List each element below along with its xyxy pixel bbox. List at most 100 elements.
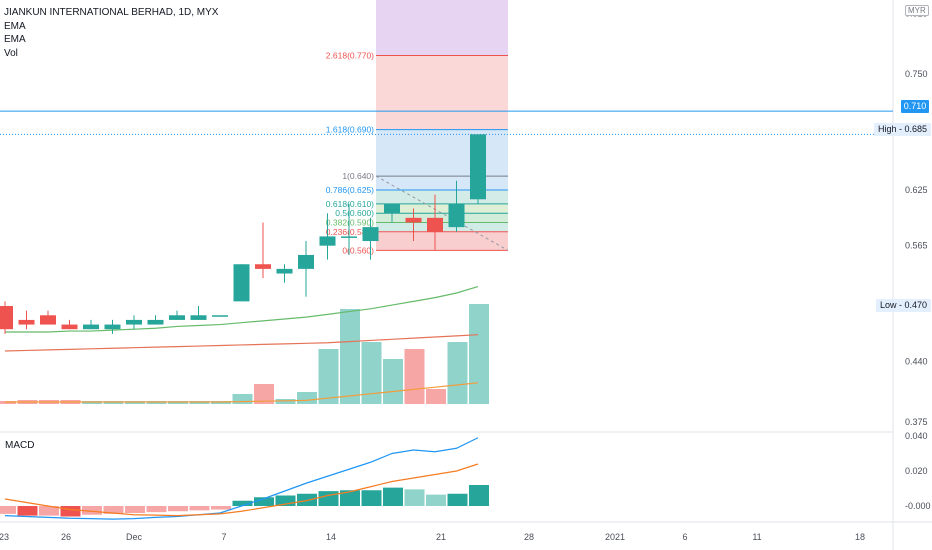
indicator-ema-1[interactable]: EMA: [4, 20, 26, 32]
candle-body: [233, 264, 250, 302]
time-axis-tick: 23: [0, 532, 9, 542]
fib-level-label: 0.5(0.600): [335, 208, 374, 218]
macd-histogram-bar: [297, 493, 317, 506]
volume-bar: [447, 342, 468, 404]
symbol-title[interactable]: JIANKUN INTERNATIONAL BERHAD, 1D, MYX: [4, 7, 219, 18]
price-axis-tick: 0.375: [905, 417, 928, 427]
high-price-tag: High - 0.685: [874, 123, 932, 136]
macd-histogram-bar: [426, 494, 446, 506]
volume-ema-orange-line: [5, 382, 479, 403]
indicator-ema-2[interactable]: EMA: [4, 34, 26, 45]
candle-body: [147, 319, 164, 325]
candle-body: [40, 315, 56, 325]
macd-line: [4, 437, 479, 520]
candle-body: [362, 227, 379, 242]
macd-histogram-bar: [39, 506, 59, 516]
fib-zone: [376, 176, 508, 190]
macd-axis-tick: -0.000: [905, 501, 931, 511]
time-axis-tick: 21: [436, 532, 446, 542]
volume-bar: [297, 392, 317, 404]
fib-trend-line: [375, 175, 509, 251]
candle-body: [169, 315, 185, 320]
candle-body: [0, 306, 13, 330]
candle-body: [18, 319, 35, 325]
macd-histogram-bar: [17, 506, 38, 516]
volume-bar: [383, 359, 403, 404]
macd-histogram-bar: [447, 493, 468, 506]
price-axis-tick: 0.625: [905, 185, 928, 195]
macd-axis-tick: 0.020: [905, 466, 928, 476]
time-axis-tick: 6: [682, 532, 687, 542]
indicator-volume[interactable]: Vol: [4, 47, 18, 59]
macd-histogram-bar: [103, 506, 124, 514]
volume-ema-red-line: [4, 334, 479, 352]
volume-bar: [404, 349, 425, 404]
time-axis-tick: 7: [221, 532, 226, 542]
macd-histogram-bar: [275, 495, 296, 506]
macd-histogram-bar: [168, 506, 188, 512]
time-axis-tick: 26: [61, 532, 71, 542]
candle-body: [212, 315, 228, 317]
fib-level-label: 1(0.640): [342, 171, 374, 181]
time-axis-tick: Dec: [126, 532, 143, 542]
macd-histogram-bar: [469, 485, 489, 506]
volume-bar: [318, 349, 339, 404]
fib-level-label: 0.382(0.590): [326, 217, 374, 227]
macd-histogram-bar: [82, 506, 102, 515]
time-axis-tick: 28: [524, 532, 534, 542]
fib-zone: [376, 190, 508, 204]
candle-body: [427, 217, 443, 232]
fib-level-label: 0.236(0.580): [326, 227, 374, 237]
fib-zone: [376, 203, 508, 214]
candle-body: [319, 236, 336, 246]
volume-bar: [469, 304, 489, 404]
macd-histogram-bar: [146, 506, 167, 513]
macd-histogram-bar: [318, 491, 339, 506]
time-axis-tick: 18: [855, 532, 865, 542]
currency-badge[interactable]: MYR: [905, 5, 929, 16]
candle-body: [405, 217, 422, 223]
macd-histogram-bar: [361, 490, 382, 506]
fib-level-label: 1.618(0.690): [326, 125, 374, 135]
macd-histogram-bar: [340, 490, 360, 506]
macd-histogram-bar: [404, 489, 425, 506]
candle-body: [276, 268, 293, 274]
fib-level-label: 0.786(0.625): [326, 185, 374, 195]
macd-histogram-bar: [254, 497, 274, 506]
time-axis-tick: 2021: [605, 532, 625, 542]
indicator-macd[interactable]: MACD: [5, 440, 35, 451]
price-axis-tick: 0.440: [905, 357, 928, 367]
signal-line: [4, 463, 479, 517]
macd-axis-tick: 0.040: [905, 431, 928, 441]
fib-zone: [376, 231, 508, 251]
candle-body: [83, 324, 99, 330]
volume-bar: [340, 309, 360, 404]
candle-body: [255, 264, 271, 269]
price-axis-tick: 0.750: [905, 69, 928, 79]
volume-bar: [254, 384, 274, 404]
macd-histogram-bar: [60, 506, 81, 517]
time-axis-tick: 11: [752, 532, 761, 542]
candle-body: [190, 315, 207, 320]
macd-histogram-bar: [189, 506, 210, 511]
candle-body: [104, 324, 121, 330]
candle-body: [61, 324, 78, 330]
candle-body: [384, 203, 400, 214]
macd-histogram-bar: [0, 506, 16, 514]
volume-bar: [275, 399, 296, 404]
macd-histogram-bar: [232, 500, 253, 506]
fib-zone-top: [376, 0, 508, 56]
fib-level-label: 0.618(0.610): [326, 199, 374, 209]
ema-line: [5, 285, 479, 333]
price-axis-tick: 0.565: [905, 241, 928, 251]
fib-level-label: 0(0.560): [342, 245, 374, 255]
candle-body: [448, 203, 465, 228]
fib-zone: [376, 129, 508, 177]
low-price-tag: Low - 0.470: [876, 299, 932, 312]
candle-body: [298, 254, 314, 269]
volume-bar: [232, 394, 253, 404]
volume-bar: [361, 342, 382, 404]
candle-body: [470, 134, 486, 200]
volume-bar: [426, 389, 446, 404]
